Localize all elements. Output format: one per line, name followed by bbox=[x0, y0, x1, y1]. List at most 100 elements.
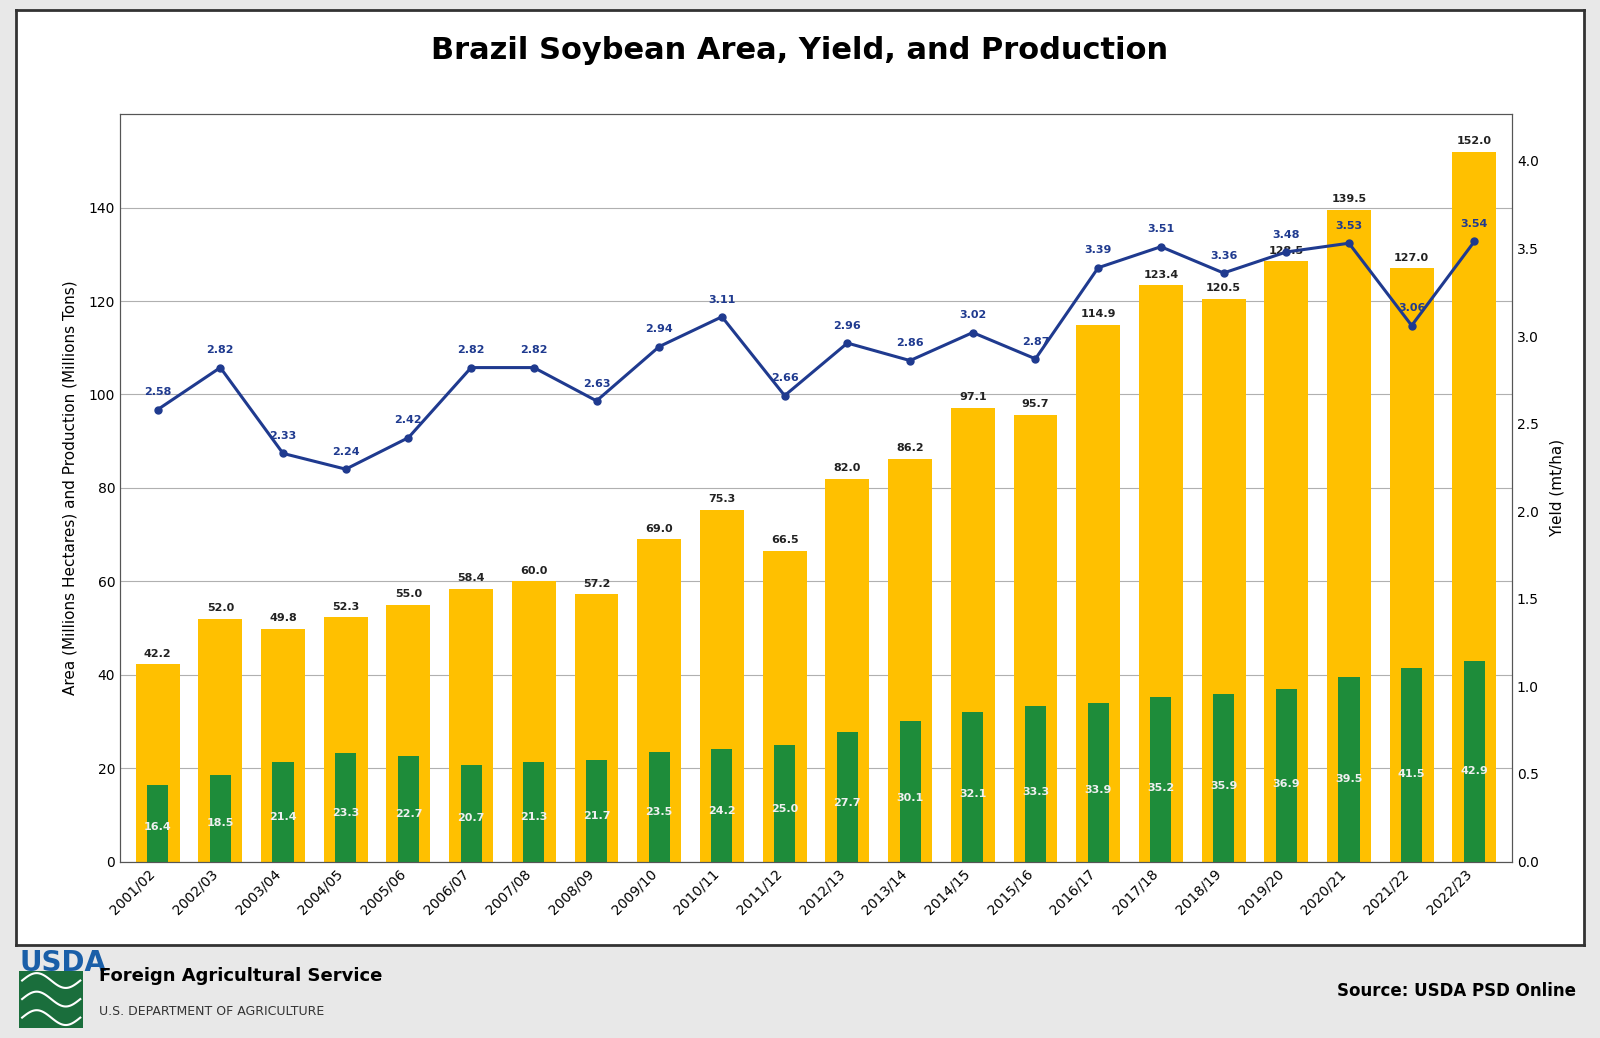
Bar bbox=[198, 619, 242, 862]
Bar bbox=[1213, 693, 1234, 862]
Bar bbox=[1390, 268, 1434, 862]
Bar bbox=[398, 756, 419, 862]
Bar bbox=[574, 595, 619, 862]
Text: 127.0: 127.0 bbox=[1394, 252, 1429, 263]
Text: 2.82: 2.82 bbox=[206, 346, 234, 355]
Text: 2.24: 2.24 bbox=[331, 447, 360, 457]
Text: 35.9: 35.9 bbox=[1210, 781, 1237, 791]
Bar bbox=[136, 664, 179, 862]
Text: 30.1: 30.1 bbox=[896, 793, 923, 803]
Bar bbox=[1150, 698, 1171, 862]
Text: 55.0: 55.0 bbox=[395, 589, 422, 599]
Bar bbox=[699, 510, 744, 862]
Bar bbox=[387, 604, 430, 862]
Bar bbox=[334, 753, 357, 862]
Text: 2.58: 2.58 bbox=[144, 387, 171, 398]
Text: 22.7: 22.7 bbox=[395, 809, 422, 819]
Text: 66.5: 66.5 bbox=[771, 536, 798, 545]
Bar bbox=[272, 762, 293, 862]
Text: 24.2: 24.2 bbox=[709, 805, 736, 816]
Text: 3.36: 3.36 bbox=[1210, 251, 1237, 261]
Text: 3.02: 3.02 bbox=[958, 310, 986, 321]
Bar bbox=[637, 540, 682, 862]
Y-axis label: Area (Millions Hectares) and Production (Millions Tons): Area (Millions Hectares) and Production … bbox=[62, 280, 78, 695]
Text: USDA: USDA bbox=[19, 949, 106, 977]
Bar bbox=[261, 629, 306, 862]
Text: 2.82: 2.82 bbox=[458, 346, 485, 355]
Bar bbox=[888, 459, 931, 862]
Text: Source: USDA PSD Online: Source: USDA PSD Online bbox=[1338, 983, 1576, 1001]
Text: 27.7: 27.7 bbox=[834, 798, 861, 809]
Text: 16.4: 16.4 bbox=[144, 822, 171, 832]
Bar bbox=[899, 721, 920, 862]
Text: 52.3: 52.3 bbox=[333, 602, 360, 611]
Bar bbox=[712, 748, 733, 862]
Bar bbox=[1088, 703, 1109, 862]
Bar bbox=[962, 712, 984, 862]
Text: 2.66: 2.66 bbox=[771, 374, 798, 383]
Text: U.S. DEPARTMENT OF AGRICULTURE: U.S. DEPARTMENT OF AGRICULTURE bbox=[99, 1005, 325, 1018]
Text: 18.5: 18.5 bbox=[206, 818, 234, 827]
Bar bbox=[1077, 325, 1120, 862]
Text: 3.11: 3.11 bbox=[709, 295, 736, 304]
Text: 32.1: 32.1 bbox=[958, 789, 987, 799]
Text: 152.0: 152.0 bbox=[1458, 136, 1491, 146]
Text: 2.86: 2.86 bbox=[896, 338, 923, 349]
Text: 2.94: 2.94 bbox=[645, 324, 674, 334]
Bar bbox=[826, 479, 869, 862]
Text: 33.3: 33.3 bbox=[1022, 787, 1050, 796]
Bar bbox=[586, 760, 606, 862]
Text: 2.33: 2.33 bbox=[269, 431, 296, 441]
Text: Foreign Agricultural Service: Foreign Agricultural Service bbox=[99, 967, 382, 985]
Text: 42.9: 42.9 bbox=[1461, 766, 1488, 776]
Text: 49.8: 49.8 bbox=[269, 613, 298, 623]
Text: 21.4: 21.4 bbox=[269, 812, 298, 821]
Bar bbox=[523, 762, 544, 862]
Bar bbox=[450, 589, 493, 862]
Bar bbox=[763, 551, 806, 862]
Bar bbox=[837, 732, 858, 862]
Text: 3.06: 3.06 bbox=[1398, 303, 1426, 313]
Text: 21.3: 21.3 bbox=[520, 812, 547, 822]
Text: 36.9: 36.9 bbox=[1272, 778, 1301, 789]
Text: 114.9: 114.9 bbox=[1080, 309, 1115, 320]
Bar bbox=[323, 618, 368, 862]
Text: 3.39: 3.39 bbox=[1085, 245, 1112, 255]
Text: 33.9: 33.9 bbox=[1085, 786, 1112, 795]
Text: 128.5: 128.5 bbox=[1269, 246, 1304, 255]
Text: 3.51: 3.51 bbox=[1147, 224, 1174, 235]
Bar bbox=[1464, 661, 1485, 862]
Bar bbox=[950, 408, 995, 862]
Bar bbox=[1013, 414, 1058, 862]
Text: 2.42: 2.42 bbox=[395, 415, 422, 426]
Text: 58.4: 58.4 bbox=[458, 573, 485, 583]
Text: 52.0: 52.0 bbox=[206, 603, 234, 613]
Bar bbox=[1402, 667, 1422, 862]
Bar bbox=[210, 775, 230, 862]
Bar bbox=[1139, 285, 1182, 862]
Text: 2.82: 2.82 bbox=[520, 346, 547, 355]
Bar bbox=[512, 581, 555, 862]
Text: 139.5: 139.5 bbox=[1331, 194, 1366, 204]
Text: 97.1: 97.1 bbox=[958, 392, 987, 403]
Text: 23.5: 23.5 bbox=[646, 808, 674, 817]
Text: 86.2: 86.2 bbox=[896, 443, 923, 454]
Text: 3.53: 3.53 bbox=[1336, 221, 1363, 230]
Text: 3.54: 3.54 bbox=[1461, 219, 1488, 229]
Text: 2.96: 2.96 bbox=[834, 321, 861, 331]
Bar bbox=[461, 765, 482, 862]
Text: 35.2: 35.2 bbox=[1147, 783, 1174, 793]
Text: 21.7: 21.7 bbox=[582, 811, 610, 821]
Text: 25.0: 25.0 bbox=[771, 804, 798, 814]
Text: 75.3: 75.3 bbox=[709, 494, 736, 504]
Text: 82.0: 82.0 bbox=[834, 463, 861, 473]
Text: 69.0: 69.0 bbox=[645, 523, 674, 534]
Bar bbox=[774, 745, 795, 862]
Text: 95.7: 95.7 bbox=[1022, 399, 1050, 409]
Text: 2.63: 2.63 bbox=[582, 379, 610, 388]
Text: 123.4: 123.4 bbox=[1144, 270, 1179, 279]
Y-axis label: Yield (mt/ha): Yield (mt/ha) bbox=[1550, 439, 1565, 537]
Bar bbox=[1264, 262, 1309, 862]
Text: 57.2: 57.2 bbox=[582, 579, 610, 589]
Text: 60.0: 60.0 bbox=[520, 566, 547, 576]
